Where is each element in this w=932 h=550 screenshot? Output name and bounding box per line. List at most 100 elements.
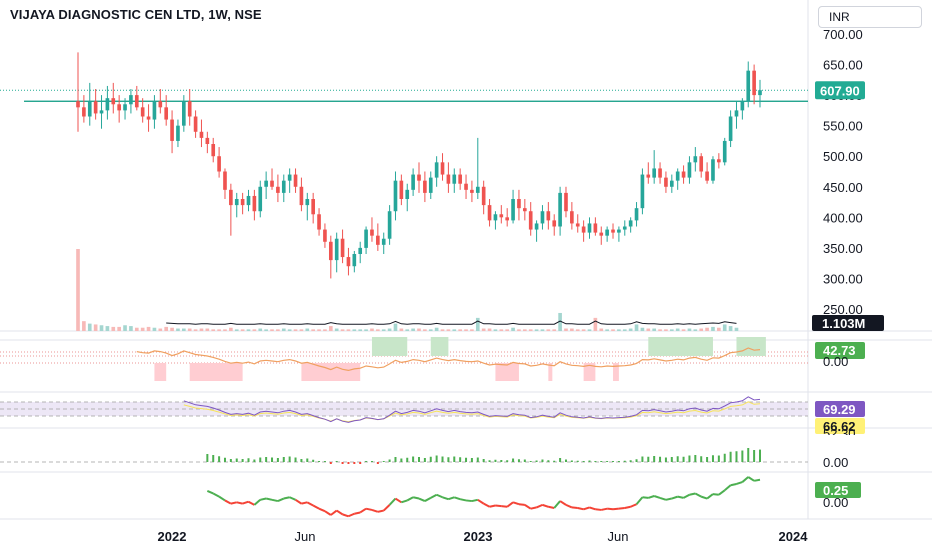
volume-bar: [564, 328, 568, 331]
osc-overbought-zone: [736, 337, 766, 356]
volume-bar: [111, 326, 116, 331]
volume-bar: [681, 329, 686, 331]
histogram-bar: [500, 460, 503, 462]
histogram-bar: [435, 455, 438, 462]
histogram-bar: [365, 461, 368, 462]
candle-body: [570, 211, 574, 224]
histogram-bar: [329, 462, 332, 464]
volume-bar: [211, 329, 216, 331]
histogram-bar: [247, 458, 250, 462]
momentum-segment: [659, 496, 667, 501]
volume-bar: [399, 328, 404, 331]
momentum-segment: [512, 501, 520, 506]
volume-bar: [82, 321, 86, 331]
volume-bar: [381, 329, 386, 331]
candle-body: [323, 229, 327, 242]
candle-body: [140, 107, 145, 117]
momentum-segment: [401, 499, 408, 504]
oscillator-line: [136, 347, 761, 372]
momentum-segment: [501, 505, 508, 508]
volume-bar: [570, 328, 574, 331]
momentum-segment: [689, 492, 696, 496]
histogram-bar: [711, 455, 714, 462]
histogram-bar: [517, 459, 520, 462]
candle-body: [264, 180, 268, 187]
candle-body: [158, 101, 163, 108]
volume-bar: [105, 326, 110, 331]
volume-bar: [593, 317, 598, 331]
momentum-segment: [589, 506, 596, 511]
volume-bar: [699, 328, 704, 331]
momentum-segment: [406, 496, 414, 502]
volume-bar: [346, 329, 351, 331]
histogram-bar: [212, 455, 215, 462]
histogram-bar: [570, 460, 573, 462]
volume-bar: [523, 329, 527, 331]
momentum-segment: [518, 503, 525, 506]
candle-body: [564, 192, 568, 212]
volume-bar: [305, 328, 310, 331]
price-tick-label: 400.00: [823, 210, 863, 225]
histogram-bar: [400, 458, 403, 462]
momentum-segment: [394, 497, 402, 504]
candle-body: [258, 186, 263, 212]
candle-body: [152, 101, 157, 120]
histogram-bar: [676, 456, 679, 462]
candle-body: [705, 171, 709, 181]
momentum-segment: [565, 503, 573, 509]
volume-bar: [552, 329, 557, 331]
candle-body: [358, 247, 363, 254]
candle-body: [581, 226, 586, 233]
momentum-segment: [624, 505, 631, 510]
currency-selector[interactable]: INR: [818, 6, 922, 28]
candle-body: [487, 205, 492, 221]
momentum-segment: [354, 511, 361, 515]
momentum-segment: [412, 496, 420, 500]
volume-bar: [152, 327, 157, 331]
candle-body: [305, 199, 310, 206]
osc-overbought-zone: [371, 337, 408, 356]
time-tick-label: 2023: [464, 529, 493, 544]
candle-body: [240, 199, 245, 206]
candle-body: [405, 189, 410, 199]
momentum-segment: [647, 495, 655, 499]
histogram-bar: [629, 460, 632, 462]
histogram-bar: [753, 450, 756, 462]
histogram-bar: [682, 456, 685, 462]
momentum-segment: [730, 482, 737, 487]
symbol-title[interactable]: VIJAYA DIAGNOSTIC CEN LTD, 1W, NSE: [10, 7, 262, 22]
time-tick-label: Jun: [608, 529, 629, 544]
histogram-bar: [659, 456, 662, 462]
momentum-segment: [260, 497, 267, 501]
candle-body: [199, 131, 204, 138]
histogram-bar: [664, 457, 667, 462]
volume-label: 1.103M: [822, 316, 865, 331]
momentum-segment: [418, 497, 426, 502]
candle-body: [411, 174, 415, 190]
momentum-segment: [583, 506, 590, 511]
candle-body: [246, 195, 251, 206]
candle-body: [734, 110, 739, 117]
candle-body: [93, 101, 98, 114]
candle-body: [176, 125, 180, 141]
candle-body: [299, 186, 304, 206]
histogram-bar: [341, 462, 344, 464]
candle-body: [334, 238, 339, 261]
histogram-bar: [370, 461, 373, 462]
candle-body: [76, 101, 80, 108]
histogram-bar: [759, 449, 761, 462]
last-price-tag: [815, 81, 865, 100]
volume-bar: [434, 327, 439, 331]
candle-body: [370, 229, 374, 236]
candle-body: [423, 180, 427, 193]
volume-bar: [458, 329, 462, 331]
volume-bar: [170, 327, 174, 331]
momentum-segment: [283, 496, 290, 500]
rsi-label: 69.29: [823, 402, 856, 417]
candle-body: [328, 241, 333, 261]
momentum-segment: [571, 506, 578, 510]
candle-body: [687, 162, 692, 178]
histogram-bar: [470, 458, 473, 462]
candle-body: [646, 174, 651, 178]
